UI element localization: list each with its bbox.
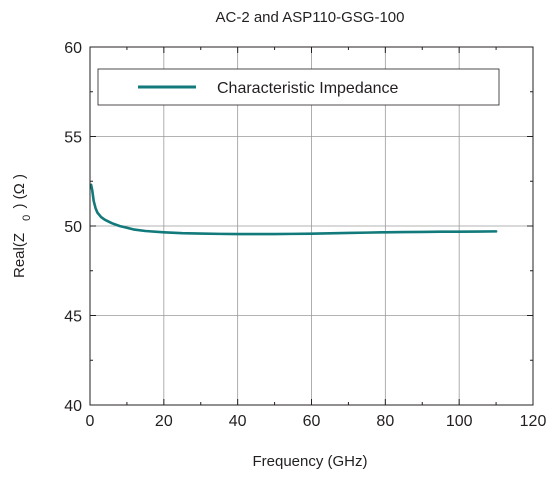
x-tick-label-100: 100 — [446, 413, 473, 430]
y-tick-label-60: 60 — [64, 40, 82, 57]
grid — [90, 47, 533, 405]
x-tick-label-60: 60 — [303, 413, 321, 430]
y-tick-labels: 40 45 50 55 60 — [64, 40, 82, 415]
y-tick-label-45: 45 — [64, 309, 82, 326]
x-tick-labels: 0 20 40 60 80 100 120 — [86, 413, 547, 430]
x-tick-label-40: 40 — [229, 413, 247, 430]
x-tick-label-0: 0 — [86, 413, 95, 430]
svg-text:Real(Z 0 ) (Ω ): Real(Z 0 ) (Ω ) — [11, 174, 34, 278]
chart-title: AC-2 and ASP110-GSG-100 — [216, 9, 405, 26]
series-layer — [89, 183, 498, 236]
x-axis-label: Frequency (GHz) — [252, 453, 367, 470]
y-tick-label-40: 40 — [64, 398, 82, 415]
y-tick-label-55: 55 — [64, 130, 82, 147]
y-axis-label: Real(Z 0 ) (Ω ) — [11, 174, 34, 278]
legend-label-characteristic-impedance: Characteristic Impedance — [217, 80, 399, 97]
ticks — [89, 46, 534, 406]
y-tick-label-50: 50 — [64, 219, 82, 236]
y-axis-label-prefix: Real(Z — [11, 233, 28, 278]
y-axis-label-suffix: ) (Ω ) — [11, 174, 28, 209]
x-tick-label-20: 20 — [155, 413, 173, 430]
series-line-0 — [89, 183, 498, 236]
x-tick-label-80: 80 — [376, 413, 394, 430]
y-axis-label-subscript: 0 — [21, 215, 33, 221]
legend: Characteristic Impedance — [97, 68, 500, 106]
x-tick-label-120: 120 — [520, 413, 547, 430]
